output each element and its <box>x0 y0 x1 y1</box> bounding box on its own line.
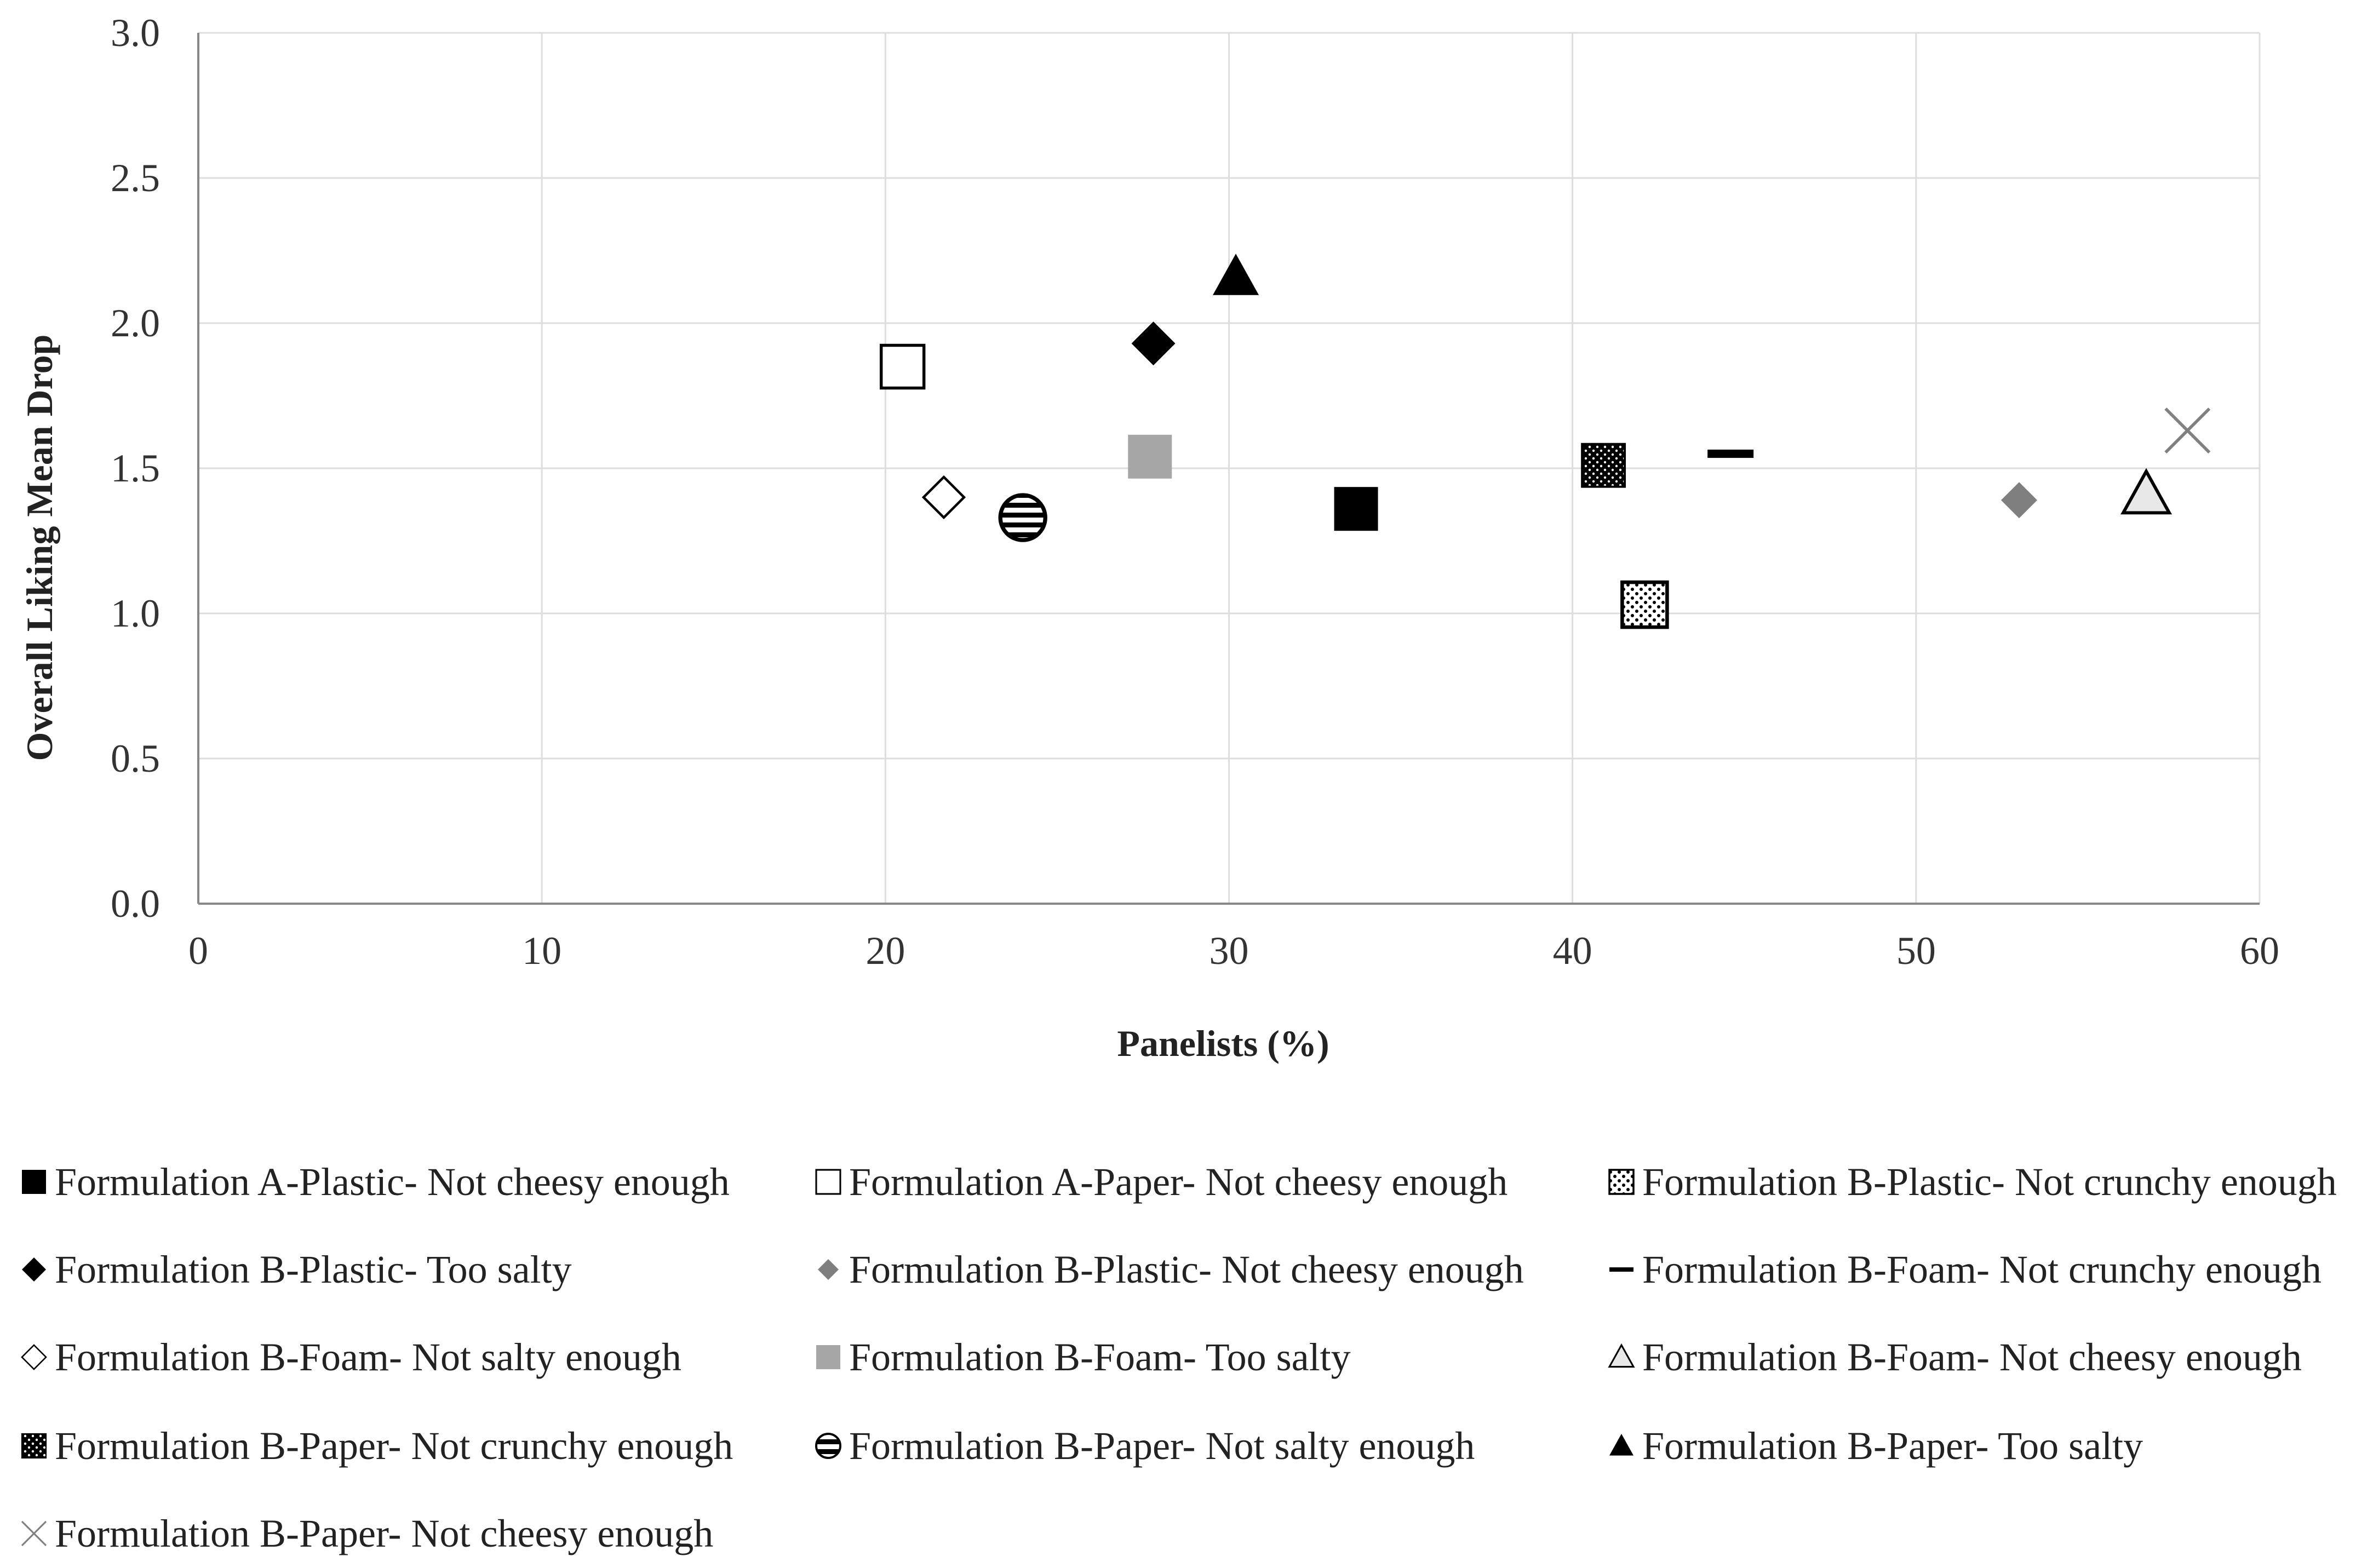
data-points <box>879 254 2211 629</box>
legend-label-11: Formulation B-Paper- Not salty enough <box>849 1424 1475 1468</box>
grid-lines <box>198 32 2261 904</box>
legend-label-12: Formulation B-Paper- Too salty <box>1642 1424 2143 1468</box>
y-tick-label: 3.0 <box>111 11 160 55</box>
data-point-10 <box>1581 443 1626 488</box>
data-point-12 <box>1213 254 1259 295</box>
legend-marker-6 <box>1609 1267 1633 1272</box>
data-point-7 <box>921 475 966 520</box>
y-tick-label: 1.0 <box>111 591 160 635</box>
axes <box>197 33 2260 905</box>
legend-marker-12 <box>1609 1434 1633 1456</box>
x-tick-label: 30 <box>1210 929 1249 973</box>
data-point-3 <box>1620 580 1669 629</box>
y-tick-label: 2.5 <box>111 156 160 200</box>
y-axis-title: Overall Liking Mean Drop <box>19 335 60 761</box>
legend: Formulation A-Plastic- Not cheesy enough… <box>21 1160 2337 1555</box>
legend-label-4: Formulation B-Plastic- Too salty <box>55 1248 572 1291</box>
legend-label-7: Formulation B-Foam- Not salty enough <box>55 1335 681 1379</box>
legend-marker-8 <box>816 1345 840 1369</box>
legend-label-9: Formulation B-Foam- Not cheesy enough <box>1642 1335 2302 1379</box>
x-tick-label: 10 <box>522 929 561 973</box>
y-tick-label: 0.5 <box>111 737 160 780</box>
data-point-6 <box>1707 449 1754 458</box>
data-point-11 <box>998 493 1047 542</box>
legend-label-1: Formulation A-Plastic- Not cheesy enough <box>55 1160 730 1204</box>
legend-label-6: Formulation B-Foam- Not crunchy enough <box>1642 1248 2322 1291</box>
x-tick-label: 60 <box>2240 929 2279 973</box>
x-tick-label: 20 <box>865 929 905 973</box>
y-tick-label: 1.5 <box>111 446 160 490</box>
legend-label-2: Formulation A-Paper- Not cheesy enough <box>849 1160 1508 1204</box>
legend-label-13: Formulation B-Paper- Not cheesy enough <box>55 1512 713 1555</box>
legend-marker-9 <box>1608 1343 1635 1368</box>
legend-marker-4 <box>22 1257 46 1282</box>
legend-marker-10 <box>21 1433 47 1459</box>
data-point-9 <box>2120 468 2173 515</box>
legend-label-5: Formulation B-Plastic- Not cheesy enough <box>849 1248 1524 1291</box>
legend-label-10: Formulation B-Paper- Not crunchy enough <box>55 1424 733 1468</box>
legend-label-3: Formulation B-Plastic- Not crunchy enoug… <box>1642 1160 2337 1204</box>
data-point-2 <box>879 343 926 390</box>
data-point-1 <box>1334 487 1378 531</box>
tick-labels: 0 10 20 30 40 50 60 0.0 0.5 1.0 1.5 2.0 2.5 3.0 <box>111 11 2279 973</box>
x-axis-title: Panelists (%) <box>1117 1023 1329 1064</box>
legend-marker-11 <box>815 1433 841 1459</box>
data-point-8 <box>1128 434 1172 479</box>
y-tick-label: 2.0 <box>111 301 160 345</box>
legend-marker-1 <box>22 1170 46 1194</box>
data-point-5 <box>2001 482 2037 519</box>
legend-marker-13 <box>21 1520 47 1547</box>
x-tick-label: 0 <box>188 929 208 973</box>
data-point-4 <box>1131 321 1176 366</box>
legend-marker-5 <box>818 1259 839 1280</box>
legend-marker-3 <box>1608 1169 1635 1195</box>
x-tick-label: 50 <box>1896 929 1936 973</box>
legend-marker-7 <box>21 1344 47 1370</box>
y-tick-label: 0.0 <box>111 882 160 926</box>
data-point-13 <box>2164 407 2211 454</box>
legend-marker-2 <box>815 1169 841 1195</box>
legend-label-8: Formulation B-Foam- Too salty <box>849 1335 1351 1379</box>
x-tick-label: 40 <box>1553 929 1592 973</box>
